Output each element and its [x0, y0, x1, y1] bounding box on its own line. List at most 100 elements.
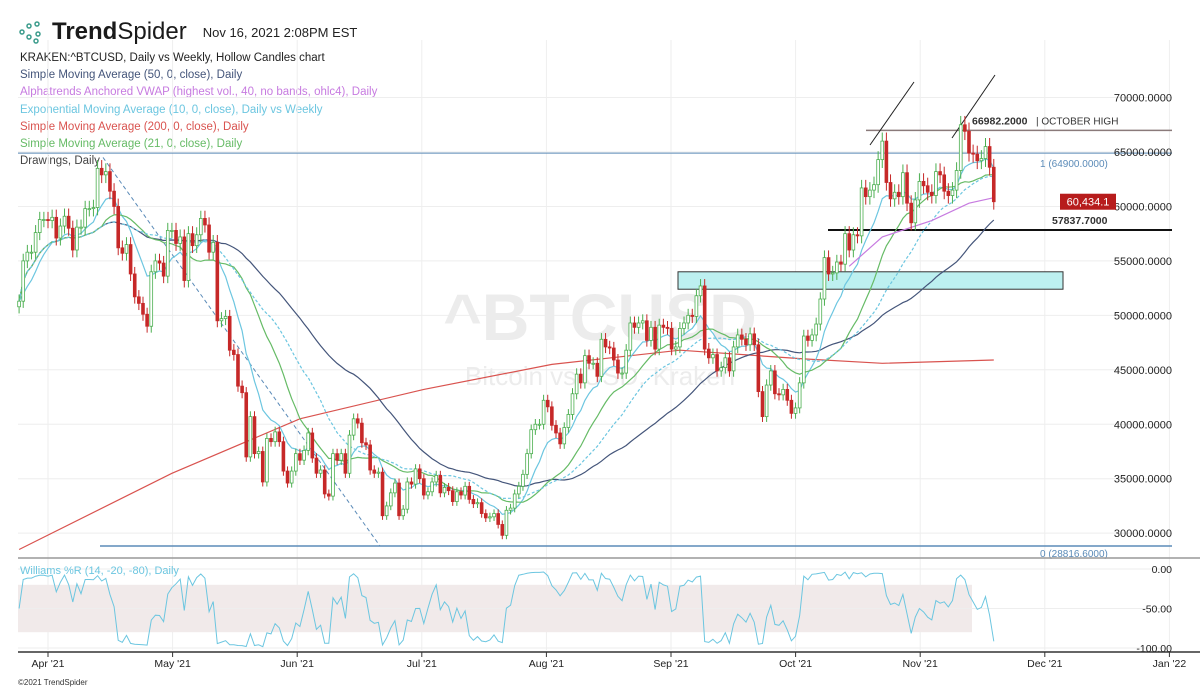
- candle: [938, 171, 942, 176]
- candle: [252, 416, 257, 455]
- candle: [492, 513, 496, 518]
- candle: [925, 185, 930, 193]
- candle: [298, 453, 302, 461]
- candle: [756, 344, 761, 392]
- williams-line: [18, 571, 995, 648]
- candle: [595, 362, 600, 377]
- candle: [719, 367, 723, 372]
- candle: [372, 469, 377, 474]
- candle: [450, 490, 455, 502]
- candle: [285, 470, 290, 484]
- candle: [574, 373, 579, 395]
- candle: [409, 481, 414, 485]
- candle: [438, 475, 443, 494]
- candle: [599, 338, 604, 377]
- candle: [628, 322, 633, 351]
- arrow-line: [869, 81, 915, 146]
- fib-1-label: 1 (64900.0000): [1040, 159, 1108, 170]
- candle: [979, 158, 984, 162]
- candle: [785, 389, 790, 401]
- candle: [455, 491, 459, 502]
- candle: [612, 347, 616, 361]
- legend-item[interactable]: Simple Moving Average (200, 0, close), D…: [20, 120, 249, 133]
- candle: [269, 438, 273, 443]
- support-zone: [677, 271, 1064, 290]
- candle: [723, 357, 728, 369]
- candle: [591, 362, 595, 365]
- candle: [987, 146, 992, 168]
- legend-item[interactable]: Simple Moving Average (50, 0, close), Da…: [20, 69, 243, 82]
- candle: [219, 318, 224, 322]
- candle: [116, 206, 121, 249]
- candle: [711, 354, 715, 359]
- candle: [215, 241, 220, 322]
- candle: [913, 199, 918, 224]
- x-tick-label: Sep '21: [653, 658, 688, 670]
- candle: [801, 335, 806, 384]
- candle: [554, 424, 558, 434]
- candle: [950, 189, 955, 196]
- candle: [165, 230, 170, 277]
- candle: [727, 357, 732, 372]
- candle: [690, 314, 695, 317]
- candle: [430, 481, 434, 493]
- candle: [240, 385, 244, 394]
- candle: [954, 170, 959, 191]
- candle: [475, 502, 480, 505]
- candle: [355, 418, 360, 424]
- candle: [892, 191, 897, 200]
- candle: [735, 334, 740, 348]
- candle: [170, 230, 174, 232]
- candle: [426, 491, 430, 496]
- legend-item[interactable]: Simple Moving Average (21, 0, close), Da…: [20, 138, 243, 150]
- candle: [826, 257, 831, 275]
- candle: [880, 140, 885, 161]
- candle: [99, 167, 104, 176]
- candle: [570, 393, 575, 415]
- candle: [649, 326, 653, 341]
- y-tick-label: 65000.0000: [1114, 147, 1172, 159]
- candle: [360, 422, 364, 444]
- legend-item[interactable]: Drawings, Daily: [20, 155, 100, 168]
- candle: [942, 174, 947, 192]
- candle: [967, 130, 971, 154]
- candle: [550, 406, 554, 426]
- candle: [517, 485, 521, 495]
- candle: [273, 431, 277, 443]
- x-tick-label: Jan '22: [1153, 658, 1187, 670]
- candle: [810, 334, 814, 341]
- candle: [17, 300, 21, 308]
- candle: [260, 451, 265, 483]
- candle: [401, 508, 405, 517]
- candle: [847, 233, 852, 251]
- legend-item[interactable]: Alphatrends Anchored VWAP (highest vol.,…: [20, 86, 378, 99]
- candle: [397, 482, 401, 517]
- candle: [963, 124, 967, 132]
- candle: [901, 172, 905, 198]
- arrow-line: [951, 74, 996, 139]
- candle: [459, 491, 463, 496]
- candle: [764, 384, 769, 418]
- candle: [488, 516, 492, 519]
- candle: [335, 453, 339, 461]
- candle: [347, 434, 352, 474]
- candle: [207, 224, 211, 253]
- candle: [265, 438, 269, 483]
- candle: [537, 423, 542, 426]
- candle: [781, 389, 785, 396]
- candle: [137, 296, 141, 304]
- legend-item[interactable]: Exponential Moving Average (10, 0, close…: [20, 103, 323, 116]
- candle: [178, 236, 182, 244]
- candle: [686, 314, 690, 324]
- candle: [971, 152, 975, 155]
- candle: [422, 478, 426, 496]
- vwap-line: [848, 197, 994, 267]
- y-tick-label: 50000.0000: [1114, 310, 1172, 322]
- candle: [888, 182, 893, 200]
- candle: [884, 140, 889, 183]
- candle: [715, 354, 719, 372]
- candle: [529, 429, 534, 455]
- candle: [607, 346, 612, 349]
- candle: [132, 273, 137, 298]
